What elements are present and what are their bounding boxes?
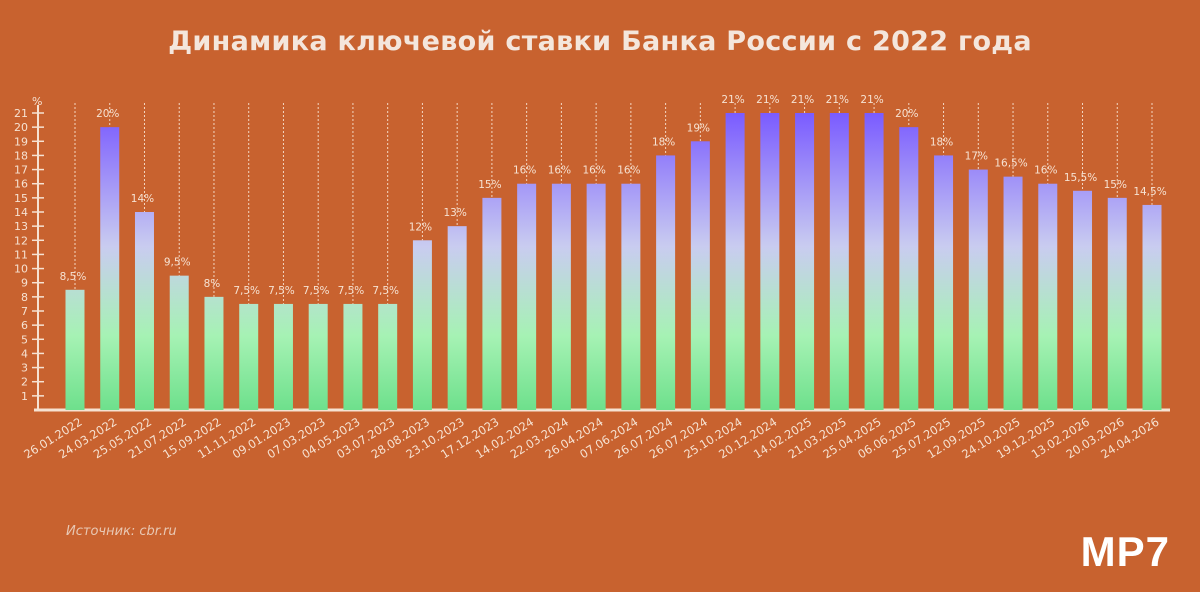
y-tick-label: 14	[14, 206, 28, 219]
bar	[795, 113, 815, 410]
y-tick-label: 15	[14, 192, 28, 205]
y-tick-label: 7	[21, 305, 28, 318]
data-label: 14%	[131, 193, 154, 205]
data-label: 12%	[409, 221, 432, 233]
y-tick-label: 4	[21, 347, 28, 360]
data-label: 15,5%	[1064, 172, 1097, 184]
data-label: 17%	[965, 151, 988, 163]
bar	[760, 113, 780, 410]
y-tick-label: 12	[14, 234, 28, 247]
bar	[829, 113, 849, 410]
y-tick-label: 19	[14, 135, 28, 148]
bar	[65, 289, 85, 410]
bar	[551, 183, 571, 410]
data-label: 21%	[826, 94, 849, 106]
y-tick-label: 9	[21, 277, 28, 290]
y-tick-label: 8	[21, 291, 28, 304]
y-tick-label: 18	[14, 149, 28, 162]
bar	[968, 169, 988, 410]
data-label: 16%	[582, 165, 605, 177]
bar	[586, 183, 606, 410]
bar	[1107, 197, 1127, 410]
bar	[169, 275, 189, 410]
bar	[134, 212, 154, 410]
data-label: 13%	[443, 207, 466, 219]
data-label: 7,5%	[268, 285, 295, 297]
data-label: 19%	[687, 122, 710, 134]
y-tick-label: 17	[14, 164, 28, 177]
data-label: 21%	[721, 94, 744, 106]
y-tick-label: 20	[14, 121, 28, 134]
y-tick-label: 1	[21, 390, 28, 403]
data-label: 15%	[478, 179, 501, 191]
bar	[343, 303, 363, 410]
y-tick-label: 11	[14, 248, 28, 261]
bar	[1003, 176, 1023, 410]
data-label: 16%	[617, 165, 640, 177]
bar	[412, 240, 432, 410]
source-note: Источник: cbr.ru	[66, 524, 177, 539]
bar	[482, 197, 502, 410]
data-label: 20%	[895, 108, 918, 120]
bar	[1073, 190, 1093, 410]
data-label: 7,5%	[233, 285, 260, 297]
bar	[100, 127, 120, 411]
data-label: 21%	[860, 94, 883, 106]
bar	[447, 226, 467, 410]
data-label: 21%	[756, 94, 779, 106]
bar	[621, 183, 641, 410]
bar	[725, 113, 745, 410]
y-tick-label: 5	[21, 333, 28, 346]
bar	[864, 113, 884, 410]
y-axis-unit: %	[32, 95, 42, 108]
bar	[934, 155, 954, 410]
bar	[378, 303, 398, 410]
bar	[239, 303, 259, 410]
data-label: 21%	[791, 94, 814, 106]
data-label: 7,5%	[372, 285, 399, 297]
y-tick-label: 21	[14, 107, 28, 120]
data-label: 7,5%	[303, 285, 330, 297]
data-label: 18%	[652, 136, 675, 148]
y-tick-label: 6	[21, 319, 28, 332]
bar	[690, 141, 710, 411]
bar	[1142, 204, 1162, 410]
y-tick-label: 13	[14, 220, 28, 233]
y-tick-label: 3	[21, 362, 28, 375]
bar	[656, 155, 676, 410]
chart-title: Динамика ключевой ставки Банка России с …	[168, 26, 1032, 57]
data-label: 14,5%	[1133, 186, 1166, 198]
bar	[204, 296, 224, 410]
data-label: 16%	[1034, 165, 1057, 177]
y-tick-label: 10	[14, 263, 28, 276]
data-label: 20%	[96, 108, 119, 120]
data-label: 15%	[1104, 179, 1127, 191]
y-tick-label: 2	[21, 376, 28, 389]
data-label: 16%	[548, 165, 571, 177]
bar	[899, 127, 919, 411]
bar	[517, 183, 537, 410]
bar	[1038, 183, 1058, 410]
data-label: 18%	[930, 136, 953, 148]
data-label: 8,5%	[60, 271, 87, 283]
bar	[273, 303, 293, 410]
bar	[308, 303, 328, 410]
logo: MP7	[1080, 528, 1170, 575]
data-label: 9,5%	[164, 257, 191, 269]
data-label: 8%	[204, 278, 221, 290]
data-label: 16%	[513, 165, 536, 177]
data-label: 7,5%	[338, 285, 365, 297]
data-label: 16,5%	[994, 158, 1027, 170]
y-tick-label: 16	[14, 178, 28, 191]
